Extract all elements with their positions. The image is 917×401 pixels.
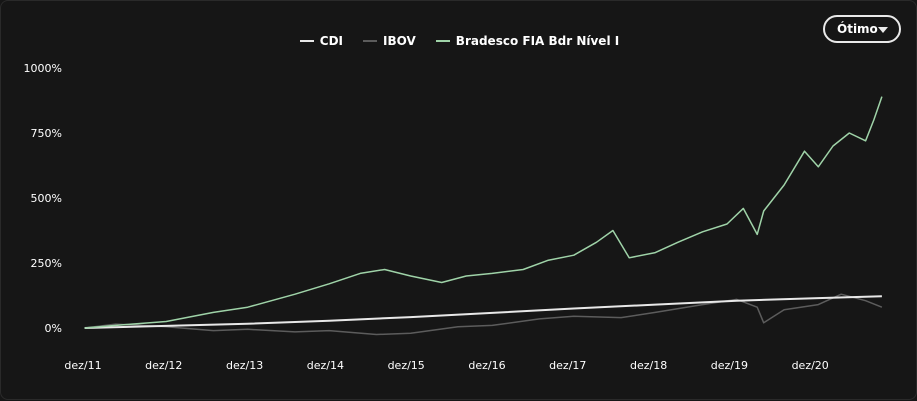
legend-item-fund[interactable]: Bradesco FIA Bdr Nível I (435, 34, 620, 48)
x-tick-label: dez/15 (388, 359, 425, 372)
y-tick-label: 0% (45, 322, 62, 335)
series-line-ibov (84, 293, 883, 336)
period-select[interactable]: Ótimo (823, 15, 901, 43)
x-tick-label: dez/16 (468, 359, 505, 372)
legend-swatch-cdi (299, 40, 314, 42)
series-line-cdi (84, 295, 882, 329)
x-tick-label: dez/12 (145, 359, 182, 372)
legend-swatch-fund (435, 40, 450, 42)
series-line-bradesco-fia-bdr-n-vel-i (84, 96, 883, 329)
x-tick-label: dez/17 (549, 359, 586, 372)
y-tick-label: 500% (31, 192, 62, 205)
legend-item-ibov[interactable]: IBOV (363, 34, 416, 48)
chevron-down-icon (878, 27, 888, 33)
y-tick-label: 750% (31, 127, 62, 140)
x-tick-label: dez/19 (711, 359, 748, 372)
legend-label-fund: Bradesco FIA Bdr Nível I (455, 34, 620, 48)
y-tick-label: 1000% (24, 62, 62, 75)
legend-item-cdi[interactable]: CDI (299, 34, 344, 48)
legend: CDI IBOV Bradesco FIA Bdr Nível I (1, 34, 917, 48)
legend-label-ibov: IBOV (383, 34, 416, 48)
x-tick-label: dez/11 (64, 359, 101, 372)
y-tick-label: 250% (31, 257, 62, 270)
period-select-label: Ótimo (837, 22, 878, 36)
x-tick-label: dez/13 (226, 359, 263, 372)
legend-label-cdi: CDI (319, 34, 344, 48)
legend-swatch-ibov (363, 40, 378, 42)
x-tick-label: dez/14 (307, 359, 344, 372)
x-tick-label: dez/20 (792, 359, 829, 372)
x-tick-label: dez/18 (630, 359, 667, 372)
